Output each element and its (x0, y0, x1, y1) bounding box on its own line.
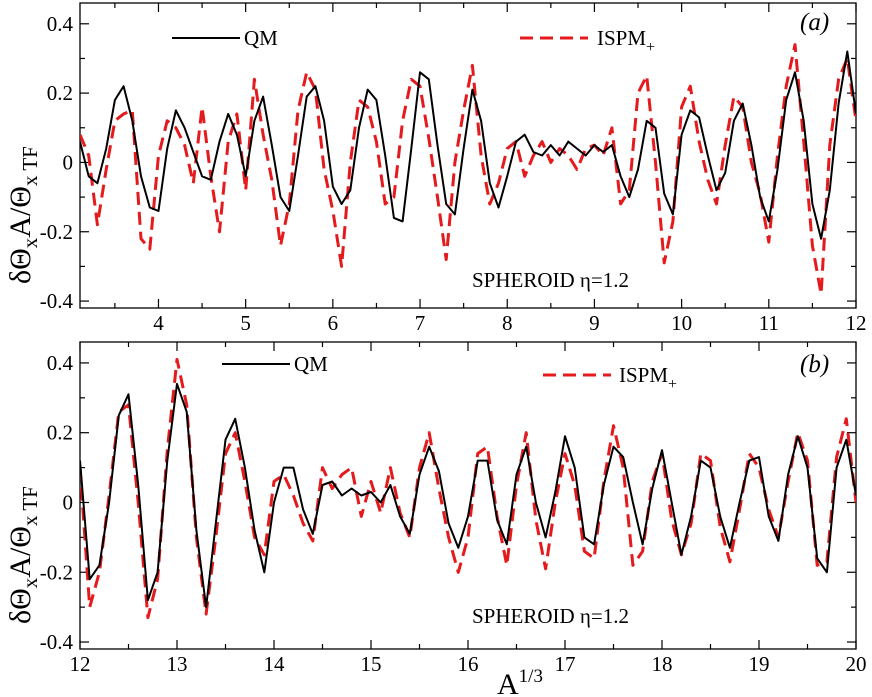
x-tick-label: 19 (749, 652, 770, 676)
ylabel-a-main: δΘ (4, 248, 37, 284)
panel-a-legend: QM ISPM+ (172, 26, 655, 56)
x-tick-label: 13 (167, 652, 188, 676)
y-tick-label: 0.2 (47, 421, 73, 445)
ylabel-a-mid: A/Θ (4, 186, 37, 238)
series-ispm-line (80, 357, 856, 620)
x-tick-label: 4 (153, 311, 164, 335)
panel-b-xlabel: A1/3 (497, 666, 543, 697)
panel-b-annotation: SPHEROID η=1.2 (472, 604, 629, 628)
x-tick-label: 18 (652, 652, 673, 676)
x-tick-label: 20 (846, 652, 867, 676)
x-tick-label: 16 (458, 652, 479, 676)
xlabel-sup: 1/3 (519, 666, 543, 687)
ylabel-a-sub1: x (18, 237, 42, 248)
panel-a-tag: (a) (800, 9, 829, 36)
y-tick-label: 0.4 (47, 12, 74, 36)
panel-a-series (80, 43, 856, 296)
x-tick-label: 15 (361, 652, 382, 676)
series-qm-line (80, 382, 856, 609)
x-tick-label: 12 (846, 311, 867, 335)
ylabel-b-sub2: x TF (18, 486, 42, 526)
y-tick-label: 0 (63, 490, 74, 514)
legend-ispm-main: ISPM (597, 26, 646, 50)
x-tick-label: 7 (415, 311, 426, 335)
panel-a-tick-labels: 4 5 6 7 8 9 10 11 12 -0.4 -0.2 0 0.2 0.4 (40, 12, 867, 335)
y-tick-label: -0.4 (40, 630, 74, 654)
x-tick-label: 14 (264, 652, 286, 676)
y-tick-label: -0.2 (40, 560, 73, 584)
panel-b-tag: (b) (800, 351, 829, 378)
x-tick-label: 10 (671, 311, 692, 335)
panel-b-ticks (79, 342, 857, 649)
y-tick-label: -0.2 (40, 220, 73, 244)
ylabel-b-main: δΘ (4, 588, 37, 624)
ylabel-b-mid: A/Θ (4, 526, 37, 578)
legend-qm-label: QM (244, 26, 278, 50)
x-tick-label: 12 (70, 652, 91, 676)
x-tick-label: 17 (555, 652, 576, 676)
panel-a-annotation: SPHEROID η=1.2 (472, 268, 629, 292)
panel-b-frame (79, 341, 857, 650)
legend-b-qm-label: QM (294, 352, 328, 376)
ylabel-a-sub2: x TF (18, 146, 42, 186)
x-tick-label: 5 (240, 311, 251, 335)
panel-b: 12 13 14 15 16 17 18 19 20 -0.4 -0.2 0 0.2 0.4 (b) QM… (4, 341, 867, 697)
panel-b-series (80, 357, 856, 620)
legend-b-ispm-main: ISPM (619, 363, 668, 387)
series-qm-line (80, 50, 856, 240)
legend-b-ispm-label: ISPM+ (619, 363, 677, 393)
series-ispm-line (80, 43, 856, 296)
x-tick-label: 9 (589, 311, 600, 335)
ylabel-b-sub1: x (18, 577, 42, 588)
panel-a-ylabel: δΘxA/Θx TF (4, 146, 42, 284)
y-tick-label: -0.4 (40, 289, 74, 313)
panel-b-legend: QM ISPM+ (222, 352, 677, 393)
legend-ispm-sub: + (646, 39, 655, 56)
xlabel-main: A (497, 668, 519, 697)
x-tick-label: 8 (502, 311, 513, 335)
x-tick-label: 6 (328, 311, 339, 335)
panel-a-ticks (80, 3, 857, 308)
legend-b-ispm-sub: + (668, 376, 677, 393)
panel-a: 4 5 6 7 8 9 10 11 12 -0.4 -0.2 0 0.2 0.4 (a) QM ISPM+… (4, 2, 867, 335)
legend-ispm-label: ISPM+ (597, 26, 655, 56)
panel-b-ylabel: δΘxA/Θx TF (4, 486, 42, 624)
y-tick-label: 0.4 (47, 351, 74, 375)
panel-b-tick-labels: 12 13 14 15 16 17 18 19 20 -0.4 -0.2 0 0.2 0.4 (40, 351, 867, 676)
y-tick-label: 0 (63, 150, 74, 174)
x-tick-label: 11 (759, 311, 779, 335)
panel-a-frame (79, 2, 857, 309)
y-tick-label: 0.2 (47, 81, 73, 105)
